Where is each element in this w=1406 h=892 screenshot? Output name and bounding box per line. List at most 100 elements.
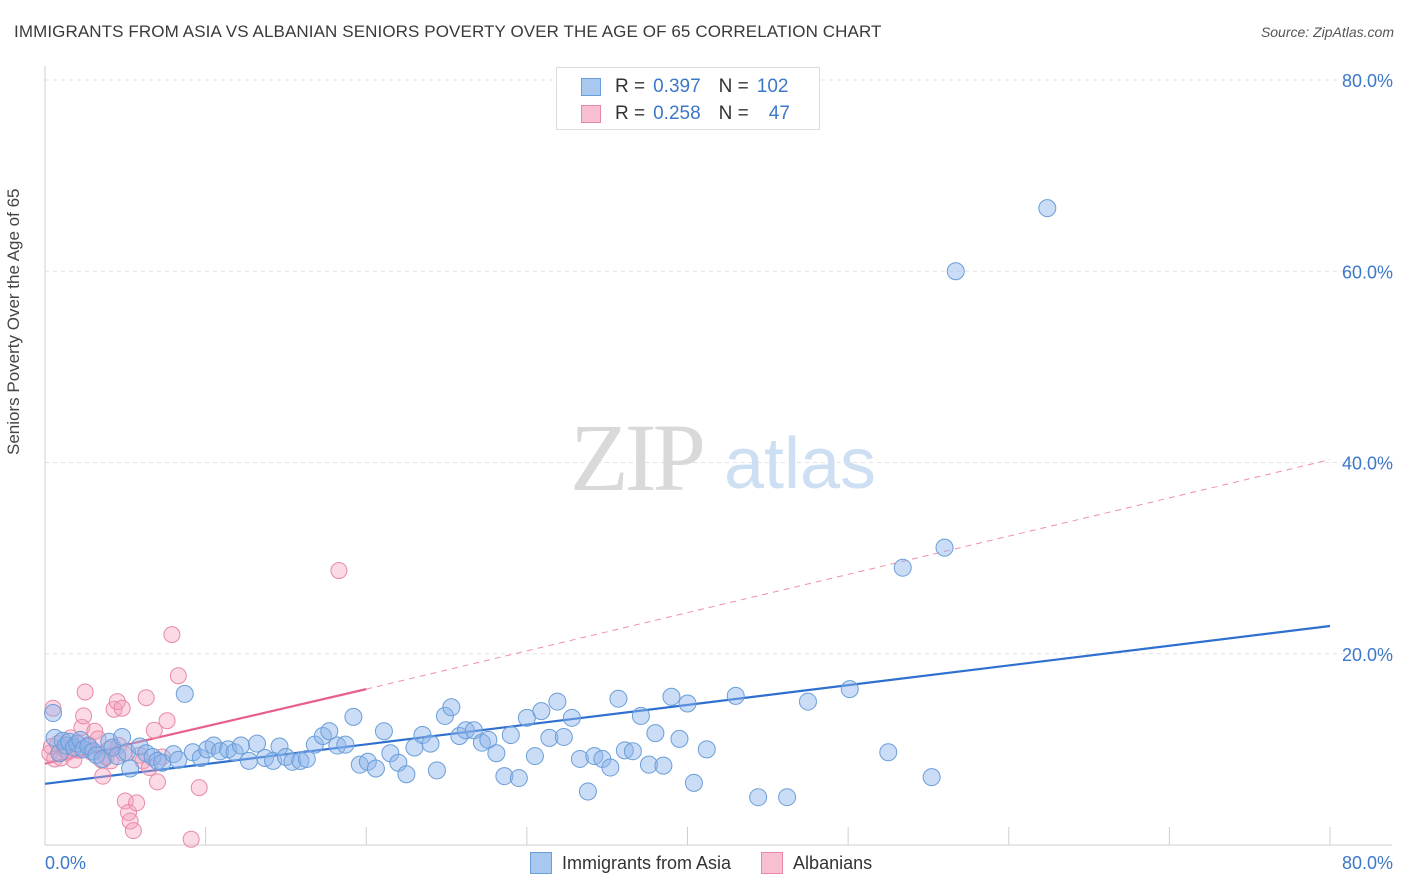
albanians-point xyxy=(75,707,93,725)
series-legend-swatch-asia xyxy=(530,852,552,874)
albanians-point xyxy=(190,779,208,797)
asia-point xyxy=(798,692,817,711)
series-legend-label-albanians: Albanians xyxy=(793,852,873,873)
asia-point xyxy=(427,761,446,780)
legend-swatch-albanians xyxy=(581,105,601,123)
watermark: ZIP atlas xyxy=(570,404,876,511)
asia-point xyxy=(631,706,650,725)
asia-point xyxy=(93,749,112,768)
albanians-point xyxy=(113,699,131,717)
asia-point xyxy=(108,747,127,766)
legend-swatch-asia xyxy=(581,78,601,96)
series-legend: Immigrants from Asia Albanians xyxy=(530,852,902,874)
asia-point xyxy=(935,538,954,557)
y-tick-label: 80.0% xyxy=(1342,71,1393,91)
asia-point xyxy=(601,758,620,777)
albanians-point xyxy=(44,699,62,717)
asia-point xyxy=(344,707,363,726)
asia-point xyxy=(297,749,316,768)
gridlines xyxy=(45,79,1392,655)
chart-title: IMMIGRANTS FROM ASIA VS ALBANIAN SENIORS… xyxy=(14,22,882,41)
asia-point xyxy=(509,769,528,788)
asia-point xyxy=(270,737,289,756)
series-legend-label-asia: Immigrants from Asia xyxy=(562,852,732,873)
legend-row-albanians: R = 0.258 N = 47 xyxy=(581,101,790,127)
legend-n-label: N = xyxy=(718,103,749,124)
albanians-point xyxy=(137,689,155,707)
asia-point xyxy=(654,756,673,775)
albanians-point xyxy=(148,773,166,791)
asia-point xyxy=(53,731,72,750)
asia-point xyxy=(44,704,63,723)
asia-point xyxy=(175,684,194,703)
asia-point xyxy=(670,729,689,748)
albanians-point xyxy=(94,767,112,785)
legend-r-value: 0.258 xyxy=(653,103,701,124)
asia-point xyxy=(231,736,250,755)
stats-legend: R = 0.397 N = 102 R = 0.258 N = 47 xyxy=(556,67,820,130)
asia-point xyxy=(646,724,665,743)
asia-point xyxy=(501,726,520,745)
albanians-point xyxy=(182,830,200,848)
asia-point xyxy=(336,735,355,754)
albanians-point xyxy=(158,712,176,730)
legend-r-value: 0.397 xyxy=(653,76,701,97)
asia-point xyxy=(442,698,461,717)
asia-point xyxy=(479,730,498,749)
asia-point xyxy=(639,755,658,774)
albanians-point xyxy=(121,812,139,830)
asia-point xyxy=(540,728,559,747)
asia-point xyxy=(609,689,628,708)
asia-point xyxy=(397,765,416,784)
asia-point xyxy=(922,768,941,787)
source-label: Source: ZipAtlas.com xyxy=(1260,24,1394,40)
asia-point xyxy=(678,694,697,713)
asia-point xyxy=(840,680,859,699)
asia-point xyxy=(130,737,149,756)
asia-point xyxy=(374,722,393,741)
asia-point xyxy=(320,722,339,741)
asia-point xyxy=(623,742,642,761)
tick-labels: 20.0% 40.0% 60.0% 80.0% 0.0% 80.0% xyxy=(45,71,1393,873)
albanians-point xyxy=(169,667,187,685)
x-tick-label: 0.0% xyxy=(45,853,86,873)
albanians-point xyxy=(163,626,181,644)
series-legend-asia: Immigrants from Asia xyxy=(530,852,731,874)
asia-point xyxy=(749,788,768,807)
albanians-point xyxy=(76,683,94,701)
legend-row-asia: R = 0.397 N = 102 xyxy=(581,74,788,100)
asia-point xyxy=(662,687,681,706)
asia-point xyxy=(726,686,745,705)
asia-point xyxy=(697,740,716,759)
asia-point xyxy=(532,702,551,721)
y-tick-label: 60.0% xyxy=(1342,262,1393,282)
asia-points xyxy=(44,199,1057,807)
asia-point xyxy=(421,734,440,753)
series-legend-swatch-albanians xyxy=(761,852,784,874)
x-tick-label: 80.0% xyxy=(1342,853,1393,873)
legend-n-label: N = xyxy=(718,76,749,97)
asia-point xyxy=(554,727,573,746)
asia-point xyxy=(169,750,188,769)
asia-point xyxy=(113,727,132,746)
axes xyxy=(44,66,1392,846)
series-legend-albanians: Albanians xyxy=(761,852,872,874)
watermark-zip: ZIP xyxy=(570,404,703,511)
asia-point xyxy=(291,751,310,770)
watermark-atlas: atlas xyxy=(724,424,876,504)
asia-point xyxy=(239,751,258,770)
albanians-trend-extension xyxy=(366,459,1331,690)
asia-point xyxy=(684,773,703,792)
albanians-point xyxy=(128,794,146,812)
legend-r-label: R = xyxy=(615,76,646,97)
asia-point xyxy=(570,749,589,768)
albanians-points xyxy=(41,562,348,848)
legend-r-label: R = xyxy=(615,103,646,124)
asia-point xyxy=(121,759,140,778)
asia-point xyxy=(225,743,244,762)
asia-point xyxy=(164,745,183,764)
y-tick-label: 20.0% xyxy=(1342,645,1393,665)
asia-point xyxy=(525,747,544,766)
asia-point xyxy=(366,759,385,778)
